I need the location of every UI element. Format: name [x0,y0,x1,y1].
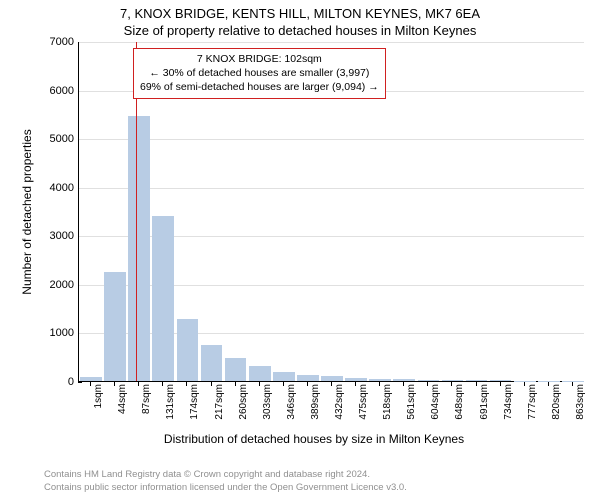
histogram-bar [321,376,343,381]
x-tick-label: 346sqm [286,384,297,420]
annotation-line: 7 KNOX BRIDGE: 102sqm [140,52,379,66]
x-tick-label: 820sqm [551,384,562,420]
footer: Contains HM Land Registry data © Crown c… [44,469,407,494]
y-axis-label: Number of detached properties [20,129,34,294]
x-tick-mark [283,382,284,386]
annotation-box: 7 KNOX BRIDGE: 102sqm ← 30% of detached … [133,48,386,99]
x-tick-label: 303sqm [262,384,273,420]
y-tick-label: 6000 [50,85,74,97]
x-tick-label: 648sqm [454,384,465,420]
x-tick-mark [90,382,91,386]
x-tick-mark [524,382,525,386]
x-tick-mark [138,382,139,386]
x-tick-mark [186,382,187,386]
histogram-bar [225,358,247,381]
histogram-bar [104,272,126,381]
x-tick-label: 87sqm [141,384,152,414]
histogram-bar [273,372,295,381]
histogram-bar [128,116,150,381]
x-tick-mark [451,382,452,386]
x-tick-label: 518sqm [382,384,393,420]
x-tick-label: 44sqm [117,384,128,414]
x-tick-mark [572,382,573,386]
x-tick-mark [548,382,549,386]
histogram-bar [297,375,319,381]
gridline [79,139,584,140]
y-tick-label: 3000 [50,230,74,242]
y-tick-mark [78,382,82,383]
x-tick-mark [114,382,115,386]
x-tick-label: 131sqm [165,384,176,420]
x-tick-label: 432sqm [334,384,345,420]
histogram-bar [177,319,199,381]
y-tick-label: 2000 [50,279,74,291]
footer-line: Contains HM Land Registry data © Crown c… [44,469,407,481]
histogram-bar [249,366,271,381]
x-tick-mark [211,382,212,386]
x-tick-label: 389sqm [310,384,321,420]
plot-area: 7 KNOX BRIDGE: 102sqm ← 30% of detached … [78,42,584,382]
x-tick-mark [427,382,428,386]
x-axis-label: Distribution of detached houses by size … [44,432,584,446]
gridline [79,188,584,189]
histogram-bar [466,380,488,381]
x-tick-label: 604sqm [430,384,441,420]
chart-container: Number of detached properties 0100020003… [44,42,584,422]
x-tick-mark [331,382,332,386]
x-tick-label: 691sqm [479,384,490,420]
x-tick-mark [500,382,501,386]
histogram-bar [369,379,391,381]
x-tick-mark [476,382,477,386]
x-tick-label: 1sqm [93,384,104,408]
x-tick-label: 777sqm [527,384,538,420]
y-axis: 01000200030004000500060007000 [44,42,78,382]
y-tick-label: 4000 [50,182,74,194]
histogram-bar [152,216,174,381]
y-tick-label: 1000 [50,327,74,339]
x-tick-mark [235,382,236,386]
y-tick-label: 0 [68,376,74,388]
x-tick-mark [403,382,404,386]
annotation-line: 69% of semi-detached houses are larger (… [140,80,379,94]
x-tick-label: 475sqm [358,384,369,420]
histogram-bar [490,380,512,381]
footer-line: Contains public sector information licen… [44,482,407,494]
histogram-bar [442,380,464,381]
x-tick-label: 734sqm [503,384,514,420]
x-tick-mark [259,382,260,386]
x-tick-label: 217sqm [214,384,225,420]
x-tick-label: 260sqm [238,384,249,420]
histogram-bar [393,379,415,381]
histogram-bar [345,378,367,381]
y-tick-label: 5000 [50,133,74,145]
x-tick-label: 174sqm [189,384,200,420]
x-tick-mark [355,382,356,386]
title-sub: Size of property relative to detached ho… [0,21,600,40]
histogram-bar [80,377,102,381]
x-tick-mark [379,382,380,386]
x-tick-mark [307,382,308,386]
y-tick-label: 7000 [50,36,74,48]
title-main: 7, KNOX BRIDGE, KENTS HILL, MILTON KEYNE… [0,0,600,21]
x-tick-mark [162,382,163,386]
x-tick-label: 561sqm [406,384,417,420]
annotation-line: ← 30% of detached houses are smaller (3,… [140,66,379,80]
x-tick-label: 863sqm [575,384,586,420]
histogram-bar [418,380,440,381]
histogram-bar [201,345,223,381]
gridline [79,42,584,43]
